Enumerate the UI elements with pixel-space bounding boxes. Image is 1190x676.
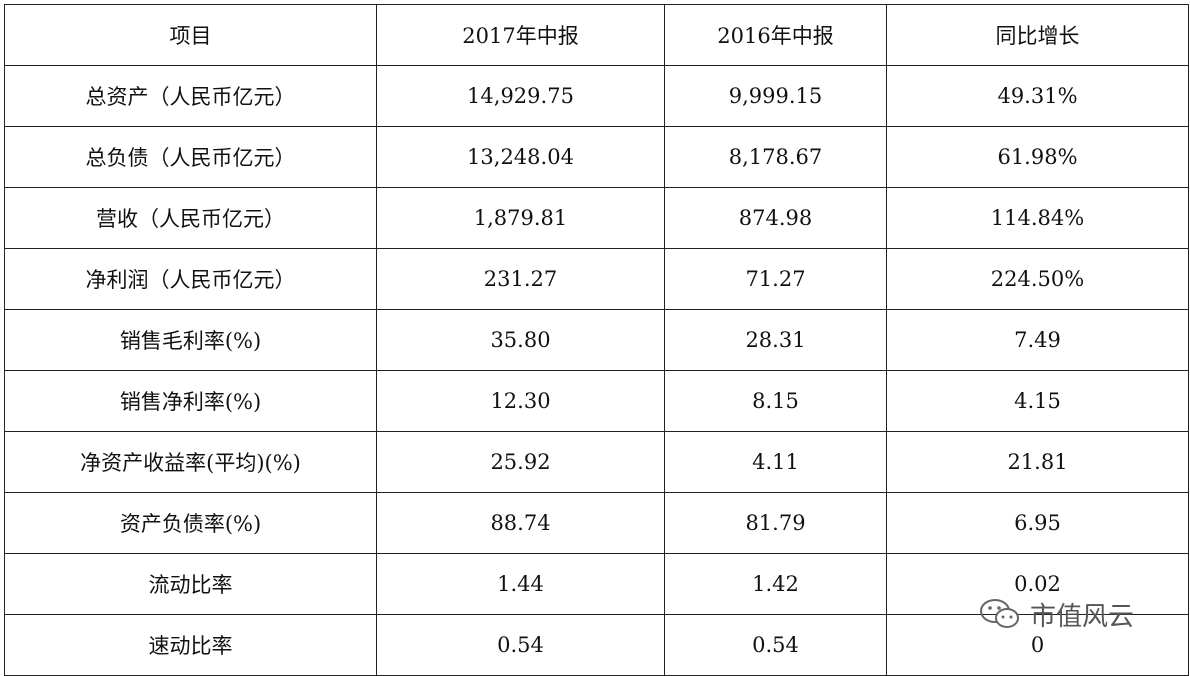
cell: 4.11 bbox=[664, 431, 887, 493]
header-cell: 2017年中报 bbox=[376, 4, 665, 66]
table-body: 总资产（人民币亿元） 14,929.75 9,999.15 49.31% 总负债（人民币… bbox=[4, 65, 1189, 676]
table-row: 净资产收益率(平均)(%) 25.92 4.11 21.81 bbox=[4, 431, 1189, 493]
cell: 7.49 bbox=[886, 309, 1189, 371]
row-label: 资产负债率(%) bbox=[4, 492, 377, 554]
header-cell: 2016年中报 bbox=[664, 4, 887, 66]
cell: 231.27 bbox=[376, 248, 665, 310]
table-row: 总资产（人民币亿元） 14,929.75 9,999.15 49.31% bbox=[4, 65, 1189, 127]
cell: 28.31 bbox=[664, 309, 887, 371]
cell: 1.42 bbox=[664, 553, 887, 615]
cell: 71.27 bbox=[664, 248, 887, 310]
cell: 1.44 bbox=[376, 553, 665, 615]
table-row: 销售毛利率(%) 35.80 28.31 7.49 bbox=[4, 309, 1189, 371]
cell: 9,999.15 bbox=[664, 65, 887, 127]
table-row: 资产负债率(%) 88.74 81.79 6.95 bbox=[4, 492, 1189, 554]
cell: 12.30 bbox=[376, 370, 665, 432]
table-head: 项目 2017年中报 2016年中报 同比增长 bbox=[4, 4, 1189, 66]
row-label: 销售毛利率(%) bbox=[4, 309, 377, 371]
cell: 6.95 bbox=[886, 492, 1189, 554]
header-row: 项目 2017年中报 2016年中报 同比增长 bbox=[4, 4, 1189, 66]
table-row: 营收（人民币亿元） 1,879.81 874.98 114.84% bbox=[4, 187, 1189, 249]
row-label: 流动比率 bbox=[4, 553, 377, 615]
cell: 13,248.04 bbox=[376, 126, 665, 188]
cell: 14,929.75 bbox=[376, 65, 665, 127]
cell: 8.15 bbox=[664, 370, 887, 432]
table-row: 销售净利率(%) 12.30 8.15 4.15 bbox=[4, 370, 1189, 432]
cell: 81.79 bbox=[664, 492, 887, 554]
row-label: 总资产（人民币亿元） bbox=[4, 65, 377, 127]
watermark-icon bbox=[980, 599, 1019, 628]
row-label: 速动比率 bbox=[4, 614, 377, 676]
row-label: 营收（人民币亿元） bbox=[4, 187, 377, 249]
cell: 0.54 bbox=[376, 614, 665, 676]
cell: 8,178.67 bbox=[664, 126, 887, 188]
cell: 61.98% bbox=[886, 126, 1189, 188]
header-cell: 同比增长 bbox=[886, 4, 1189, 66]
cell: 35.80 bbox=[376, 309, 665, 371]
row-label: 总负债（人民币亿元） bbox=[4, 126, 377, 188]
table-row: 速动比率 0.54 0.54 0 bbox=[4, 614, 1189, 676]
cell: 25.92 bbox=[376, 431, 665, 493]
watermark: 市值风云 bbox=[978, 594, 1178, 634]
header-cell: 项目 bbox=[4, 4, 377, 66]
cell: 21.81 bbox=[886, 431, 1189, 493]
cell: 114.84% bbox=[886, 187, 1189, 249]
row-label: 销售净利率(%) bbox=[4, 370, 377, 432]
table-row: 净利润（人民币亿元） 231.27 71.27 224.50% bbox=[4, 248, 1189, 310]
data-table: 项目 2017年中报 2016年中报 同比增长 总资产（人民币亿元） 14,929.75… bbox=[4, 4, 1189, 676]
cell: 49.31% bbox=[886, 65, 1189, 127]
cell: 224.50% bbox=[886, 248, 1189, 310]
cell: 1,879.81 bbox=[376, 187, 665, 249]
table-row: 总负债（人民币亿元） 13,248.04 8,178.67 61.98% bbox=[4, 126, 1189, 188]
row-label: 净资产收益率(平均)(%) bbox=[4, 431, 377, 493]
row-label: 净利润（人民币亿元） bbox=[4, 248, 377, 310]
cell: 0.54 bbox=[664, 614, 887, 676]
cell: 88.74 bbox=[376, 492, 665, 554]
watermark-text: 市值风云 bbox=[1030, 601, 1135, 632]
cell: 4.15 bbox=[886, 370, 1189, 432]
cell: 874.98 bbox=[664, 187, 887, 249]
